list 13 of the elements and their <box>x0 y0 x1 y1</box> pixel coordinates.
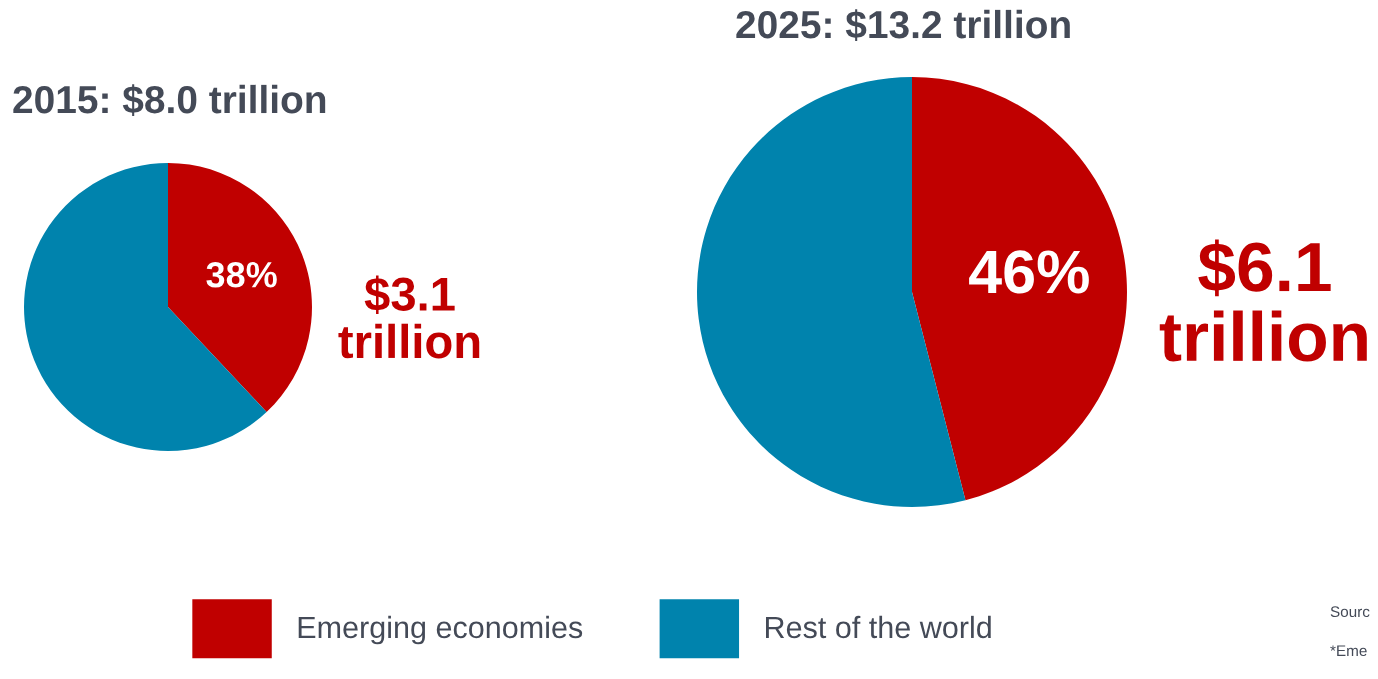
text: *Eme <box>1330 645 1367 657</box>
data-label: 38% <box>206 261 277 288</box>
pie-slice <box>168 163 312 412</box>
pie-slice <box>697 77 966 507</box>
text: $6.1 trillion <box>1159 239 1367 362</box>
pie-slice <box>912 77 1127 501</box>
chart-title: 2015: $8.0 trillion <box>13 84 326 116</box>
data-label: 46% <box>969 250 1089 294</box>
legend-label: Emerging economies <box>298 615 583 645</box>
text: Sourc <box>1330 606 1370 618</box>
chart-title: 2025: $13.2 trillion <box>736 9 1070 41</box>
legend-label: Rest of the world <box>766 615 991 639</box>
text: $3.1 trillion <box>338 275 480 359</box>
